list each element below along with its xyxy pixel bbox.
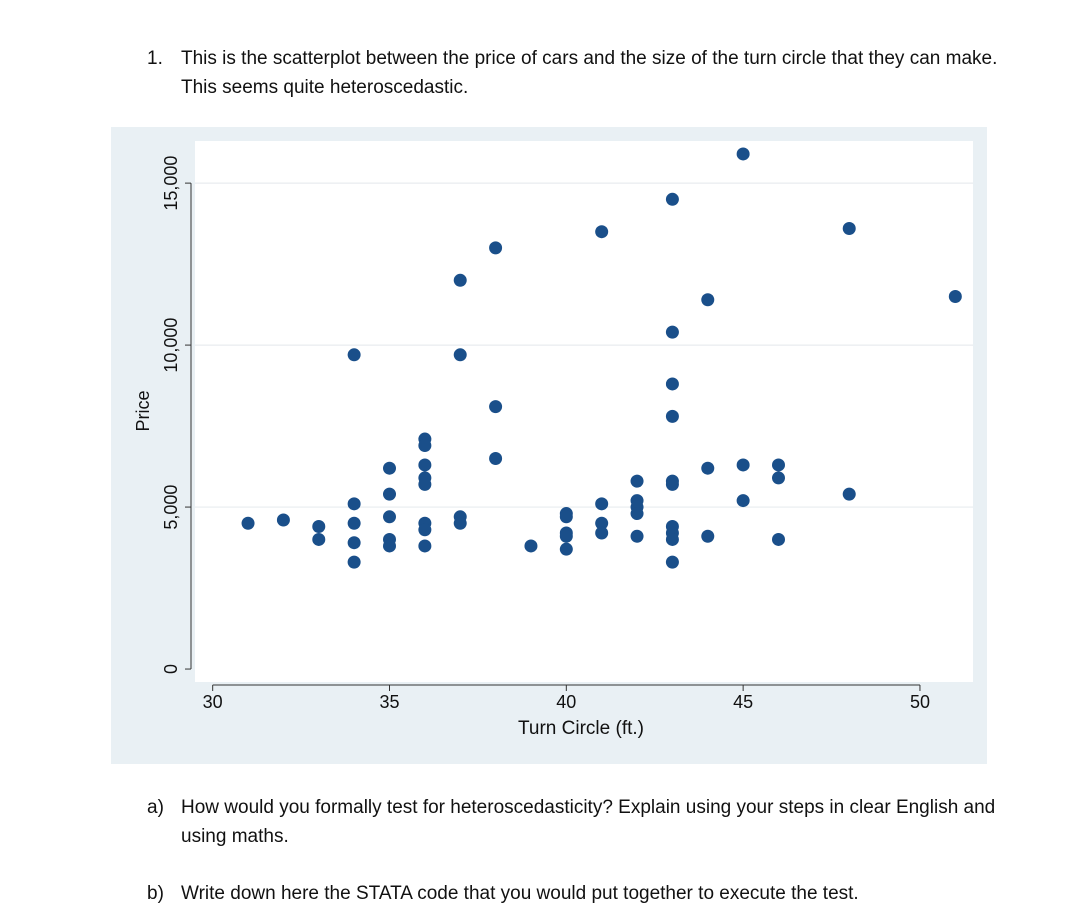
scatter-point xyxy=(524,539,538,553)
y-tick-label: 0 xyxy=(161,664,181,674)
scatter-point xyxy=(383,539,396,553)
scatter-point xyxy=(736,494,750,508)
y-tick-label: 5,000 xyxy=(161,485,181,530)
scatter-point xyxy=(489,400,503,414)
scatter-point xyxy=(347,555,361,569)
x-tick-label: 30 xyxy=(203,692,223,712)
scatter-point xyxy=(772,471,785,485)
scatter-point xyxy=(665,532,679,546)
y-tick-label: 15,000 xyxy=(161,156,181,211)
grid-lines xyxy=(195,182,973,508)
y-axis-label: Price xyxy=(133,390,153,431)
scatter-point xyxy=(595,497,609,511)
scatter-point xyxy=(948,289,962,303)
x-tick-label: 50 xyxy=(910,692,930,712)
question-1-text: This is the scatterplot between the pric… xyxy=(181,48,998,98)
x-tick-label: 40 xyxy=(556,692,576,712)
scatter-point xyxy=(383,510,396,524)
scatter-point xyxy=(241,516,255,530)
scatter-point xyxy=(665,555,679,569)
scatter-point xyxy=(595,225,609,239)
data-points xyxy=(241,147,962,569)
scatter-point xyxy=(312,532,326,546)
scatter-point xyxy=(665,377,679,391)
scatter-point xyxy=(701,529,715,543)
scatter-point xyxy=(453,516,467,530)
question-a-label: a) xyxy=(147,797,164,818)
x-tick-label: 45 xyxy=(733,692,753,712)
scatter-point xyxy=(559,510,573,524)
scatter-point xyxy=(453,273,467,287)
scatter-point xyxy=(772,532,785,546)
scatter-point xyxy=(418,458,432,472)
scatter-point xyxy=(312,520,326,534)
x-axis-label: Turn Circle (ft.) xyxy=(518,718,644,739)
question-b-label: b) xyxy=(147,883,164,904)
scatter-point xyxy=(630,529,644,543)
scatter-point xyxy=(665,409,679,423)
scatter-point xyxy=(347,516,361,530)
scatter-point xyxy=(701,293,715,307)
question-1-number: 1. xyxy=(147,48,163,69)
scatter-point xyxy=(276,513,290,527)
scatter-point xyxy=(701,461,715,475)
y-tick-label: 10,000 xyxy=(161,318,181,373)
scatter-point xyxy=(559,529,573,543)
scatter-point xyxy=(736,458,750,472)
scatter-point xyxy=(489,241,503,255)
axes: 30 35 40 45 50 0 5,000 10,000 15,000 xyxy=(161,156,930,712)
scatter-point xyxy=(559,542,573,556)
scatter-point xyxy=(630,507,644,521)
scatter-point xyxy=(347,348,361,362)
scatter-point xyxy=(630,474,644,488)
scatter-point xyxy=(595,516,609,530)
scatter-point xyxy=(842,221,856,235)
scatter-point xyxy=(347,536,361,550)
scatter-point xyxy=(665,325,679,339)
scatterplot-figure: 30 35 40 45 50 0 5,000 10,000 15,000 Turn Circle… xyxy=(111,127,987,764)
plot-area xyxy=(195,141,973,682)
scatter-point xyxy=(772,458,785,472)
scatter-point xyxy=(418,439,432,453)
question-b-text: Write down here the STATA code that you … xyxy=(181,883,859,904)
x-tick-label: 35 xyxy=(379,692,399,712)
scatterplot-svg: 30 35 40 45 50 0 5,000 10,000 15,000 Turn Circle… xyxy=(111,127,987,764)
scatter-point xyxy=(665,192,679,206)
scatter-point xyxy=(665,477,679,491)
scatter-point xyxy=(595,526,609,540)
scatter-point xyxy=(736,147,750,161)
scatter-point xyxy=(453,348,467,362)
scatter-point xyxy=(418,477,432,491)
scatter-point xyxy=(383,487,396,501)
scatter-point xyxy=(842,487,856,501)
scatter-point xyxy=(489,451,503,465)
question-a-text: How would you formally test for heterosc… xyxy=(181,797,996,847)
scatter-point xyxy=(418,523,432,537)
scatter-point xyxy=(347,497,361,511)
scatter-point xyxy=(418,539,432,553)
scatter-point xyxy=(383,461,396,475)
